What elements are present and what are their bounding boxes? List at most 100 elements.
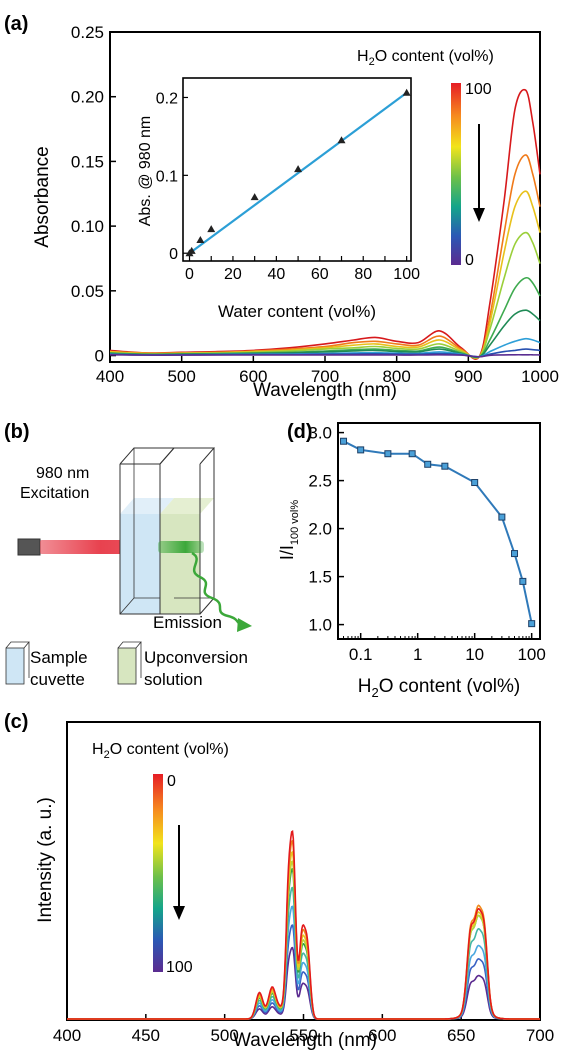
- panel-a-inset: 0 0.1 0.2 0 20 40 60 80 100 Water content (vol%…: [137, 77, 420, 321]
- panel-c-colorbar-title: H2O content (vol%): [92, 741, 229, 761]
- panel-d-ytick-label: 2.0: [308, 520, 332, 539]
- panel-d-ylabel: I/I100 vol%: [277, 500, 301, 560]
- panel-c-xtick-label: 400: [53, 1026, 81, 1045]
- panel-d-xtick-label: 100: [517, 645, 545, 664]
- inset-ytick-label: 0.2: [156, 90, 178, 107]
- panel-c-x-ticks: 400 450 500 550 600 650 700: [53, 1014, 554, 1045]
- panel-c-colorbar-gradient: [153, 774, 163, 972]
- panel-d-marker: [408, 450, 416, 458]
- inset-data-point: [207, 225, 216, 233]
- panel-d-marker: [384, 450, 392, 458]
- panel-c-series-line: [67, 905, 540, 1020]
- panel-d-ytick-label: 3.0: [308, 424, 332, 443]
- panel-a-ytick-label: 0: [95, 347, 104, 366]
- panel-b: (b) 980 nm Excitation: [4, 421, 252, 689]
- panel-d-y-ticks: 1.0 1.5 2.0 2.5 3.0: [308, 424, 344, 635]
- panel-a-colorbar-title: H2O content (vol%): [357, 48, 494, 68]
- panel-d-marker: [511, 550, 519, 558]
- panel-c-series-line: [67, 830, 540, 1020]
- panel-a-ylabel: Absorbance: [32, 146, 53, 247]
- panel-d-frame: [337, 422, 541, 640]
- panel-a-xtick-label: 900: [454, 367, 482, 386]
- panel-a: (a) 00.050.100.150.200.25 400 500 600 700 80…: [4, 13, 559, 401]
- panel-a-colorbar-gradient: [451, 83, 461, 265]
- inset-xtick-label: 0: [185, 266, 194, 283]
- inset-xtick-label: 40: [267, 266, 285, 283]
- panel-d-ytick-label: 2.5: [308, 472, 332, 491]
- inset-data-point: [187, 246, 196, 254]
- sample-cuvette-legend-icon: [5, 641, 30, 685]
- inset-data-point: [294, 165, 303, 173]
- panel-d-marker: [357, 446, 365, 454]
- legend-sample-line1: Sample: [30, 648, 88, 667]
- panel-a-x-ticks: 400 500 600 700 800 900 1000: [96, 356, 559, 386]
- excitation-line1: 980 nm: [36, 465, 89, 482]
- inset-xtick-label: 100: [393, 266, 420, 283]
- upconversion-cuvette: [159, 447, 216, 615]
- panel-a-xlabel: Wavelength (nm): [253, 380, 397, 401]
- panel-c-xtick-label: 600: [368, 1026, 396, 1045]
- panel-c-xtick-label: 550: [289, 1026, 317, 1045]
- panel-a-xtick-label: 800: [382, 367, 410, 386]
- panel-d-marker: [498, 513, 506, 521]
- inset-data-point: [250, 193, 259, 201]
- panel-d-xlabel: H2O content (vol%): [358, 676, 520, 700]
- panel-a-label: (a): [4, 13, 28, 35]
- legend-upconv-line2: solution: [144, 670, 203, 689]
- panel-c-label: (c): [4, 711, 28, 733]
- panel-d-plot: [340, 437, 536, 628]
- panel-a-ytick-label: 0.10: [71, 217, 104, 236]
- panel-a-ytick-label: 0.15: [71, 152, 104, 171]
- panel-c-xtick-label: 700: [526, 1026, 554, 1045]
- inset-y-ticks: 0 0.1 0.2: [156, 90, 188, 263]
- panel-d-line: [343, 440, 533, 624]
- panel-c-colorbar: H2O content (vol%) 0 100: [92, 741, 229, 976]
- panel-a-xtick-label: 600: [239, 367, 267, 386]
- legend-upconv-line1: Upconversion: [144, 648, 248, 667]
- panel-d-xtick-label: 0.1: [349, 645, 373, 664]
- panel-d-marker: [441, 462, 449, 470]
- panel-a-series: [109, 88, 541, 360]
- panel-c-colorbar-top: 0: [167, 773, 176, 790]
- inset-ylabel: Abs. @ 980 nm: [137, 116, 154, 227]
- panel-d-marker: [340, 437, 348, 445]
- panel-a-xtick-label: 1000: [521, 367, 559, 386]
- upconversion-legend-icon: [117, 641, 142, 685]
- panel-a-colorbar: H2O content (vol%) 100 0: [357, 48, 494, 269]
- inset-plot: [185, 88, 411, 257]
- inset-ytick-label: 0: [169, 246, 178, 263]
- panel-c-ylabel: Intensity (a. u.): [35, 797, 56, 923]
- panel-a-ytick-label: 0.05: [71, 282, 104, 301]
- panel-c-xtick-label: 650: [447, 1026, 475, 1045]
- panel-a-y-ticks: 0 0.05 0.10 0.15 0.20 0.25: [71, 23, 116, 366]
- panel-d-marker: [471, 479, 479, 487]
- panel-d-marker: [519, 577, 527, 585]
- panel-a-ytick-label: 0.20: [71, 88, 104, 107]
- inset-xtick-label: 80: [354, 266, 372, 283]
- inset-xlabel: Water content (vol%): [218, 302, 376, 321]
- legend-sample-line2: cuvette: [30, 670, 85, 689]
- green-beam: [158, 541, 204, 553]
- panel-d-xtick-label: 10: [465, 645, 484, 664]
- inset-xtick-label: 20: [224, 266, 242, 283]
- panel-a-colorbar-bottom: 0: [465, 252, 474, 269]
- panel-a-xtick-label: 400: [96, 367, 124, 386]
- emission-arrow: [191, 551, 252, 632]
- inset-xtick-label: 60: [311, 266, 329, 283]
- panel-c-xtick-label: 500: [210, 1026, 238, 1045]
- panel-c-xtick-label: 450: [132, 1026, 160, 1045]
- panel-a-series-line: [109, 353, 541, 358]
- panel-a-ytick-label: 0.25: [71, 23, 104, 42]
- panel-a-colorbar-top: 100: [465, 81, 492, 98]
- panel-c-series: [67, 830, 540, 1020]
- panel-d-ytick-label: 1.0: [308, 616, 332, 635]
- panel-a-xtick-label: 700: [311, 367, 339, 386]
- panel-d-x-ticks: 0.1 1 10 100: [343, 633, 546, 664]
- panel-d-ytick-label: 1.5: [308, 568, 332, 587]
- excitation-line2: Excitation: [20, 485, 89, 502]
- panel-c-xlabel: Wavelength (nm): [233, 1030, 377, 1051]
- panel-d: (d) 1.0 1.5 2.0 2.5 3.0 0.1 1 10 100 H2O conten…: [277, 421, 546, 700]
- inset-data-point: [337, 136, 346, 144]
- panel-c: (c) 400 450 500 550 600 650 700 Wavelength (nm…: [4, 711, 554, 1051]
